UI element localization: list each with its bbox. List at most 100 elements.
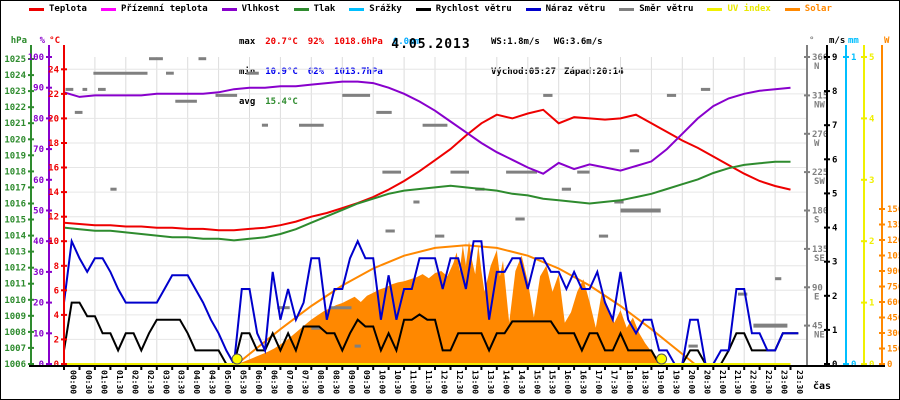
- series-tlak: [63, 160, 791, 242]
- x-tick-label: 18:30: [641, 370, 650, 394]
- axis-dir-label: SW: [814, 177, 825, 187]
- axis-label: 40: [33, 237, 44, 247]
- axis-label: 0: [887, 360, 892, 370]
- x-tick-label: 00:30: [84, 370, 93, 394]
- axis-label: 1009: [4, 312, 26, 322]
- sun-marker: [231, 353, 243, 365]
- axis-label: 1015: [4, 216, 26, 226]
- max-humidity: 92%: [307, 37, 325, 47]
- x-tick-label: 01:30: [115, 370, 124, 394]
- legend-item-1: Teplota: [29, 4, 87, 14]
- axis-label: 900: [887, 267, 899, 277]
- axis-label: 10: [48, 237, 59, 247]
- axis-label: 1008: [4, 328, 26, 338]
- x-tick-label: 02:00: [130, 370, 139, 394]
- sunrise-time: Východ:05:27: [491, 67, 557, 77]
- axis-unit: °C: [49, 36, 60, 46]
- axis-label: 45: [812, 322, 823, 332]
- axis-label: 1200: [887, 236, 899, 246]
- legend-swatch: [221, 7, 237, 11]
- axis-label: 14: [48, 188, 59, 198]
- axis-label: 5: [832, 189, 837, 199]
- axis-label: 8: [832, 87, 837, 97]
- axis-label: 30: [33, 268, 44, 278]
- axis-label: 100: [28, 53, 44, 63]
- legend-swatch: [619, 7, 635, 11]
- x-tick-label: 15:00: [532, 370, 541, 394]
- axis-label: 1023: [4, 87, 26, 97]
- axis-label: 1013: [4, 248, 26, 258]
- axis-label: 1012: [4, 264, 26, 274]
- sunset-time: Západ:20:14: [564, 67, 624, 77]
- axis-label: 4: [869, 114, 875, 124]
- x-tick-label: 04:30: [208, 370, 217, 394]
- avg-label: avg: [239, 97, 256, 107]
- axis-label: 60: [33, 176, 44, 186]
- sun-stats-row: Východ:05:27 Západ:20:14: [491, 67, 624, 77]
- axis-label: 135: [812, 245, 828, 255]
- min-humidity: 62%: [307, 67, 325, 77]
- legend-label: Náraz větru: [545, 4, 606, 14]
- x-tick-label: 20:30: [702, 370, 711, 394]
- min-pressure: 1013.7hPa: [334, 67, 383, 77]
- x-tick-label: 21:30: [733, 370, 742, 394]
- x-tick-label: 02:30: [146, 370, 155, 394]
- axis-label: 9: [832, 53, 837, 63]
- axis-label: 3: [832, 258, 837, 268]
- axis-label: 600: [887, 298, 899, 308]
- legend-item-8: Směr větru: [619, 4, 693, 14]
- x-tick-label: 12:30: [455, 370, 464, 394]
- x-tick-label: 19:30: [671, 370, 680, 394]
- axis-label: 80: [33, 114, 44, 124]
- x-tick-label: 06:30: [270, 370, 279, 394]
- x-tick-label: 21:00: [718, 370, 727, 394]
- legend-item-3: Vlhkost: [221, 4, 280, 14]
- wind-stats-row: WS:1.8m/s WG:3.6m/s: [491, 37, 624, 47]
- stats-avg-row: avg 15.4°C: [239, 97, 430, 107]
- series-vlhkost: [63, 80, 791, 175]
- axis-label: 180: [812, 207, 828, 217]
- legend-item-2: Přízemní teplota: [100, 4, 208, 14]
- x-tick-label: 15:30: [548, 370, 557, 394]
- axis-label: 90: [33, 84, 44, 94]
- x-tick-label: 14:30: [517, 370, 526, 394]
- x-tick-label: 07:00: [285, 370, 294, 394]
- axis-label: 2: [869, 237, 874, 247]
- axis-label: 1: [851, 53, 856, 63]
- axis-label: 18: [48, 139, 59, 149]
- axis-label: 150: [887, 345, 899, 355]
- x-tick-label: 19:00: [656, 370, 665, 394]
- legend-swatch: [525, 7, 541, 11]
- x-tick-label: 14:00: [501, 370, 510, 394]
- axis-label: 3: [869, 176, 874, 186]
- x-tick-label: 08:00: [316, 370, 325, 394]
- axis-label: 270: [812, 130, 828, 140]
- wind-gust-stat: WG:3.6m/s: [553, 37, 603, 47]
- axis-label: 1350: [887, 221, 899, 231]
- legend-item-6: Rychlost větru: [415, 4, 512, 14]
- axis-label: 1016: [4, 200, 26, 210]
- axis-label: 6: [54, 286, 59, 296]
- axis-label: 24: [48, 65, 59, 75]
- solar-clear-sky-curve: [236, 244, 696, 365]
- axis-label: 1022: [4, 103, 26, 113]
- axis-label: 225: [812, 168, 828, 178]
- x-tick-label: 00:00: [69, 370, 78, 394]
- axis-label: 450: [887, 314, 899, 324]
- x-tick-label: 11:30: [424, 370, 433, 394]
- x-tick-label: 06:00: [254, 370, 263, 394]
- axis-dir-label: N: [814, 62, 819, 72]
- legend-label: Tlak: [313, 4, 336, 14]
- x-tick-label: 17:00: [594, 370, 603, 394]
- x-tick-label: 04:00: [192, 370, 201, 394]
- axis-label: 1017: [4, 183, 26, 193]
- axis-label: 2: [54, 335, 59, 345]
- chart-legend: Teplota Přízemní teplota Vlhkost Tlak Srážky…: [29, 4, 832, 14]
- legend-swatch: [415, 7, 431, 11]
- x-tick-label: 13:00: [470, 370, 479, 394]
- legend-label: Směr větru: [639, 4, 694, 14]
- axis-label: 70: [33, 145, 44, 155]
- legend-swatch: [29, 7, 44, 11]
- min-temp: 10.9°C: [265, 67, 298, 77]
